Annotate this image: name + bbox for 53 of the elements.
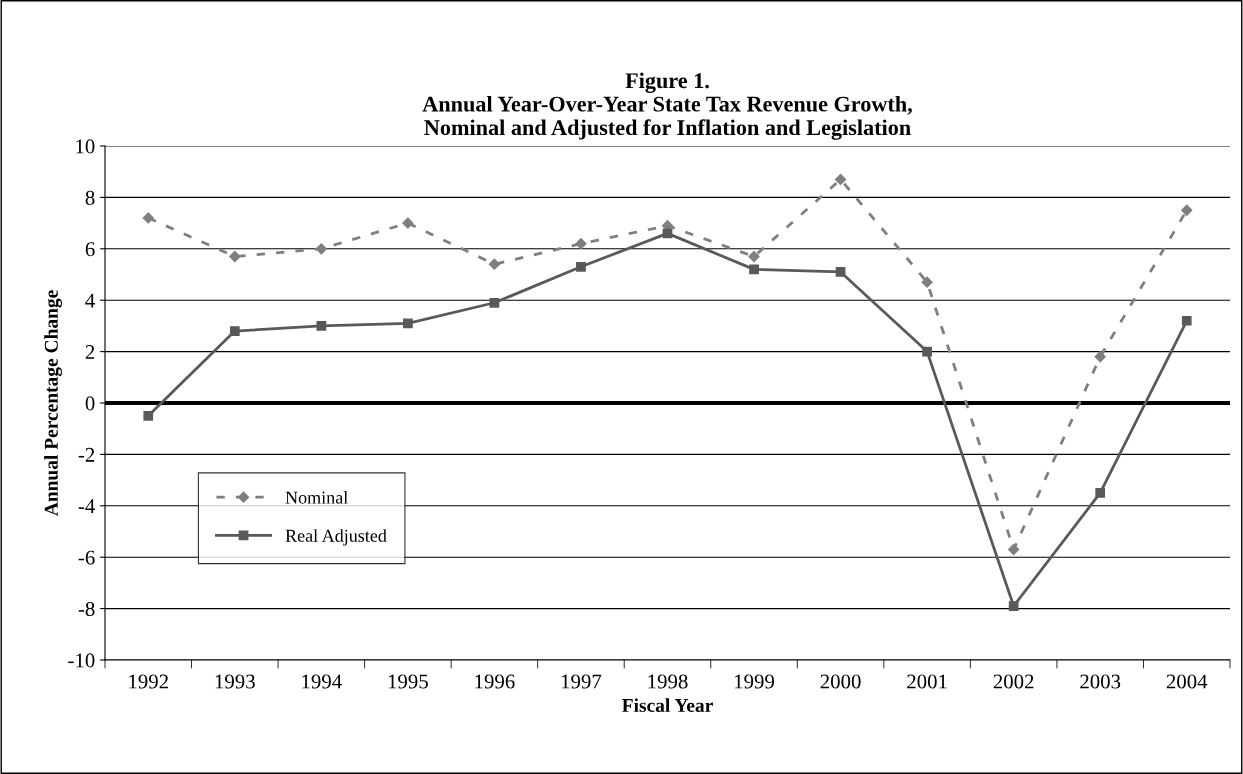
y-tick-label: 0 [85,396,95,411]
x-tick-label: 2001 [907,674,947,689]
x-tick-label: 1998 [648,674,688,689]
point [315,243,327,255]
x-tick-label: 1995 [388,674,428,689]
y-tick-label: 8 [85,190,95,205]
point [748,250,760,263]
x-tick-label: 2003 [1080,674,1121,689]
point [1008,543,1020,556]
point [142,212,154,224]
chart-title: Figure 1. Annual Year-Over-Year State Tax Revenue Growth, Nominal and Adjusted for Inflation and Legislation [422,72,912,140]
y-tick-label: -10 [68,653,95,668]
point [749,264,759,275]
point [922,346,932,357]
x-tick-label: 1996 [475,674,515,689]
y-tick-label: 2 [85,345,95,359]
point [835,267,846,277]
point [834,173,847,186]
point [143,410,154,421]
y-tick-label: 10 [76,139,95,154]
y-tick-label: -8 [78,601,95,617]
point [489,297,500,308]
y-tick-label: -2 [78,447,95,462]
point [921,276,933,288]
point [403,318,413,329]
point [1181,315,1192,326]
point [575,238,587,250]
y-tick-label: -6 [78,550,95,565]
x-tick-label: 2002 [993,674,1034,689]
point [402,217,414,229]
x-tick-label: 2000 [820,674,861,689]
point [1094,351,1106,363]
x-tick-label: 2004 [1166,674,1208,689]
point [229,250,241,263]
point [488,258,501,270]
x-tick-label: 1994 [302,674,342,689]
x-tick-label: 1999 [735,674,775,689]
y-tick-label: -4 [78,499,95,514]
legend-label: Real Adjusted [285,529,387,546]
x-tick-label: 1992 [129,674,168,689]
point [1181,204,1193,216]
legend-label: Nominal [285,491,348,504]
y-axis-title: Annual Percentage Change [44,290,62,517]
y-tick-label: 6 [85,242,95,257]
point [1095,488,1106,498]
x-tick-label: 1993 [215,674,255,689]
point [229,326,240,336]
point [316,321,327,331]
point [576,261,586,272]
point [1008,601,1019,611]
x-axis-title: Fiscal Year [622,698,713,713]
y-tick-label: 4 [85,293,95,308]
x-tick-label: 1997 [561,674,602,689]
